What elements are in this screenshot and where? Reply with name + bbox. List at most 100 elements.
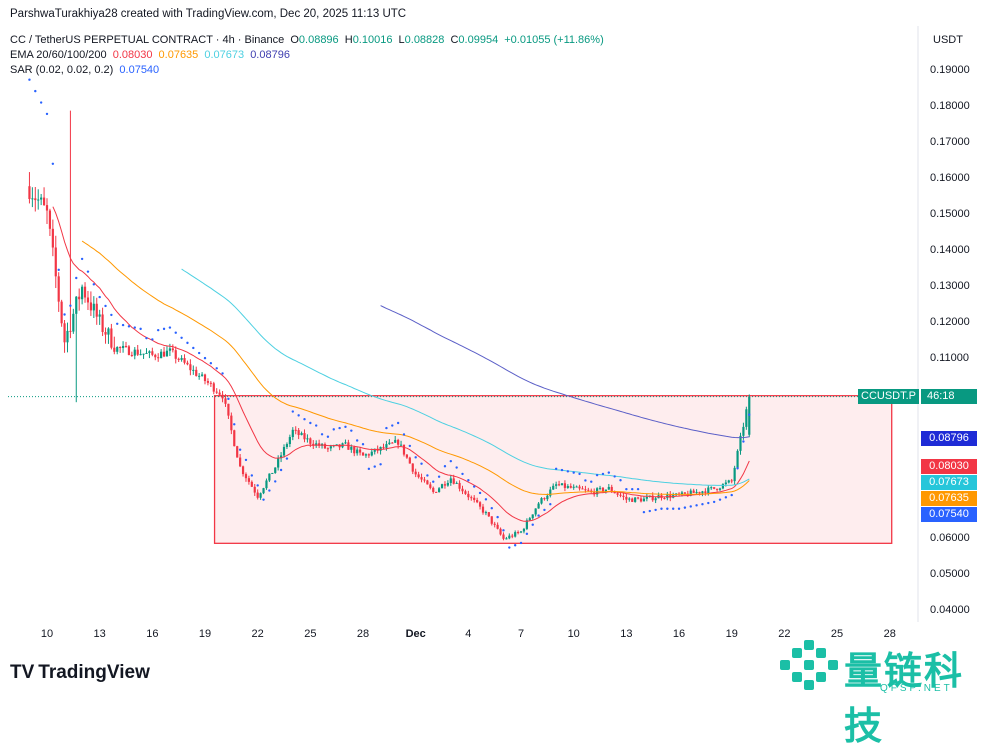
ema100-line: [181, 268, 750, 486]
candle-body: [452, 478, 455, 484]
price-tick-label: 0.13000: [930, 280, 970, 292]
candle-body: [423, 479, 426, 481]
sar-dot: [473, 485, 476, 488]
price-tick-label: 0.04000: [930, 604, 970, 616]
candle-body: [467, 493, 470, 498]
sar-dot: [367, 467, 371, 471]
change-value: +0.01055 (+11.86%): [504, 34, 604, 46]
candle-body: [739, 435, 742, 451]
sar-legend[interactable]: SAR (0.02, 0.02, 0.2) 0.07540: [10, 64, 159, 76]
candle-body: [745, 409, 748, 427]
candle-body: [48, 210, 52, 229]
sar-dot: [315, 424, 318, 427]
sar-dot: [748, 413, 751, 416]
sar-dot: [168, 326, 172, 329]
candle-body: [250, 481, 253, 487]
sar-dot: [373, 465, 376, 468]
sar-label[interactable]: SAR (0.02, 0.02, 0.2): [10, 64, 114, 76]
sar-dot: [227, 397, 230, 401]
candle-body: [51, 228, 54, 248]
sar-price-tag: 0.07540: [921, 507, 977, 522]
candle-body: [639, 498, 643, 502]
candle-body: [397, 439, 400, 445]
sar-dot: [508, 546, 511, 549]
candle-body: [636, 497, 640, 499]
candle-body: [695, 491, 698, 493]
candle-body: [121, 345, 125, 348]
candle-body: [625, 496, 628, 500]
sar-dot: [344, 425, 347, 429]
sar-dot: [355, 439, 359, 442]
candle-body: [537, 503, 540, 509]
candle-body: [642, 498, 646, 502]
sar-dot: [63, 313, 66, 316]
candle-body: [180, 358, 183, 360]
candle-body: [701, 491, 704, 494]
sar-dot: [432, 480, 435, 483]
candle-body: [499, 528, 502, 535]
candle-body: [291, 429, 294, 438]
candle-body: [271, 472, 274, 474]
candle-body: [145, 352, 148, 354]
candle-body: [233, 430, 236, 447]
candle-body: [353, 446, 356, 454]
price-chart[interactable]: [0, 0, 1000, 701]
ema20-price-tag: 0.08030: [921, 459, 977, 474]
sar-dot: [595, 473, 599, 477]
candle-body: [631, 498, 634, 502]
price-tick-label: 0.16000: [930, 172, 970, 184]
sar-dot: [402, 433, 406, 436]
candle-body: [69, 330, 72, 332]
ema-label[interactable]: EMA 20/60/100/200: [10, 49, 107, 61]
candle-body: [429, 484, 432, 488]
tradingview-logo[interactable]: TV TradingView: [10, 662, 150, 684]
sar-dot: [133, 326, 136, 329]
time-tick-label: 19: [198, 628, 212, 640]
candle-body: [446, 482, 449, 486]
ema200-price-tag: 0.08796: [921, 431, 977, 446]
candle-body: [335, 444, 338, 446]
candle-body: [437, 488, 441, 493]
candle-body: [490, 516, 493, 524]
ema20-value: 0.08030: [112, 49, 153, 61]
sar-dot: [116, 322, 119, 325]
candle-body: [414, 471, 417, 475]
candle-body: [724, 482, 727, 485]
price-tick-label: 0.14000: [930, 244, 970, 256]
candle-body: [124, 345, 128, 347]
sar-dot: [519, 541, 523, 545]
time-tick-label: 25: [304, 628, 317, 640]
ema-legend[interactable]: EMA 20/60/100/200 0.08030 0.07635 0.0767…: [10, 49, 290, 61]
candle-body: [165, 350, 169, 357]
sar-dot: [291, 410, 294, 413]
candle-body: [28, 186, 31, 199]
sar-dot: [461, 472, 464, 476]
sar-dot: [391, 424, 394, 427]
candle-body: [736, 450, 739, 468]
candle-body: [607, 486, 610, 490]
currency-label[interactable]: USDT: [933, 34, 963, 46]
sar-dot: [724, 496, 728, 499]
candle-body: [473, 497, 476, 501]
candle-body: [417, 474, 420, 478]
candle-body: [350, 446, 353, 450]
candle-body: [593, 491, 596, 495]
time-tick-label: 22: [251, 628, 264, 640]
candle-body: [402, 444, 406, 455]
sar-dot: [86, 270, 90, 273]
candle-body: [110, 328, 113, 348]
candle-body: [464, 491, 467, 494]
candle-body: [268, 473, 271, 481]
price-tick-label: 0.15000: [930, 208, 970, 220]
candle-body: [285, 444, 289, 447]
sar-dot: [449, 459, 453, 463]
candle-body: [160, 351, 163, 359]
candle-body: [262, 488, 265, 494]
sar-dot: [34, 89, 37, 93]
symbol-price-tag: CCUSDT.P: [858, 389, 920, 404]
symbol-title[interactable]: CC / TetherUS PERPETUAL CONTRACT · 4h · …: [10, 34, 285, 46]
candle-body: [189, 364, 192, 371]
sar-dot: [513, 544, 517, 547]
symbol-legend[interactable]: CC / TetherUS PERPETUAL CONTRACT · 4h · …: [10, 34, 604, 46]
sar-dot: [455, 466, 458, 469]
